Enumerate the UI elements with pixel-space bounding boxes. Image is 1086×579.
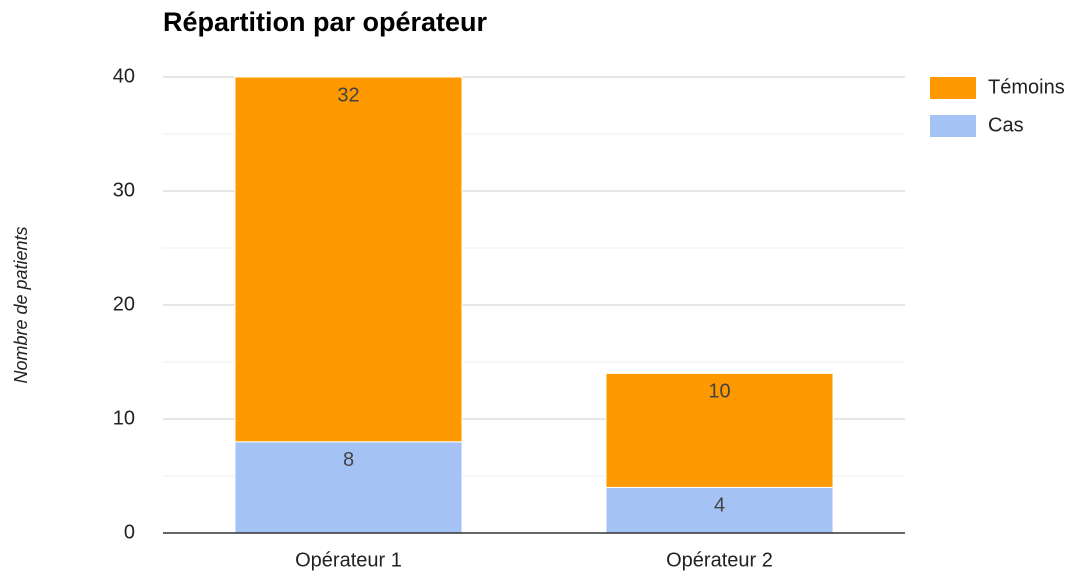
legend-swatch — [930, 115, 976, 137]
y-axis-label: Nombre de patients — [11, 226, 31, 383]
legend-label: Témoins — [988, 76, 1065, 98]
y-tick-label: 30 — [113, 179, 135, 201]
x-tick-label: Opérateur 1 — [295, 549, 402, 571]
value-label: 10 — [708, 381, 730, 403]
value-label: 32 — [337, 84, 359, 106]
bar-segment — [605, 372, 834, 488]
y-tick-label: 20 — [113, 293, 135, 315]
value-label: 4 — [714, 495, 725, 517]
y-tick-label: 0 — [124, 521, 135, 543]
x-tick-label: Opérateur 2 — [666, 549, 773, 571]
bar-segment — [234, 76, 463, 443]
y-tick-label: 40 — [113, 65, 135, 87]
legend-swatch — [930, 77, 976, 99]
bar-segment — [234, 441, 463, 534]
chart-title: Répartition par opérateur — [163, 7, 488, 37]
y-tick-label: 10 — [113, 407, 135, 429]
value-label: 8 — [343, 449, 354, 471]
legend-label: Cas — [988, 114, 1024, 136]
